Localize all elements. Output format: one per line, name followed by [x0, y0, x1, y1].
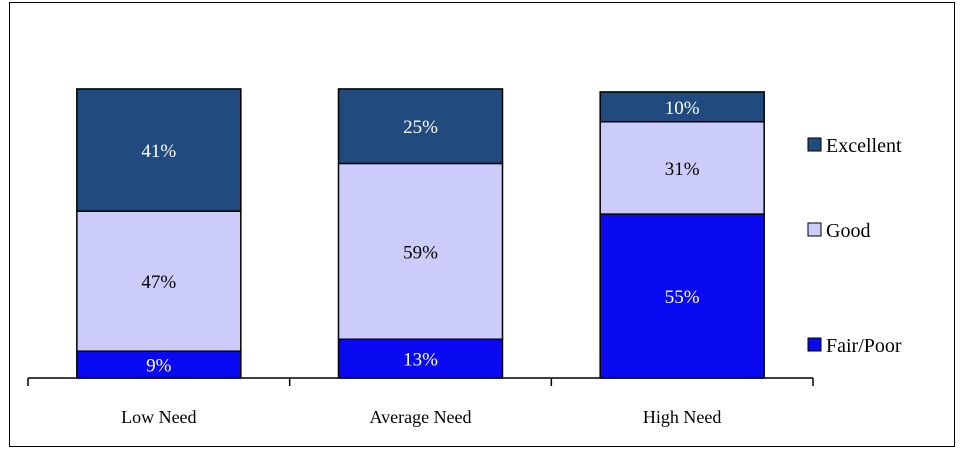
bar-fair-poor-high-need: [599, 213, 765, 379]
category-label-average-need: Average Need: [369, 407, 471, 427]
legend-swatch-fair-poor: [807, 337, 822, 352]
data-label-excellent-high-need: 10%: [665, 98, 700, 119]
bar-good-high-need: [599, 120, 765, 215]
data-label-fair-poor-low-need: 9%: [146, 356, 172, 377]
data-label-excellent-low-need: 41%: [141, 141, 176, 162]
category-label-high-need: High Need: [643, 407, 721, 427]
data-label-good-high-need: 31%: [665, 159, 700, 180]
category-label-low-need: Low Need: [121, 407, 196, 427]
legend-label-excellent: Excellent: [826, 135, 902, 157]
data-label-good-average-need: 59%: [403, 242, 438, 263]
bar-excellent-low-need: [76, 88, 242, 212]
legend-swatch-good: [807, 222, 822, 237]
data-label-fair-poor-high-need: 55%: [665, 287, 700, 308]
legend-label-good: Good: [826, 220, 870, 242]
legend-swatch-excellent: [807, 137, 822, 152]
bar-excellent-high-need: [599, 91, 765, 123]
data-label-fair-poor-average-need: 13%: [403, 350, 438, 371]
data-label-excellent-average-need: 25%: [403, 117, 438, 138]
data-label-good-low-need: 47%: [141, 272, 176, 293]
legend-label-fair-poor: Fair/Poor: [826, 335, 902, 357]
bar-excellent-average-need: [337, 88, 504, 165]
bar-good-average-need: [337, 162, 504, 341]
bar-fair-poor-low-need: [76, 350, 242, 379]
